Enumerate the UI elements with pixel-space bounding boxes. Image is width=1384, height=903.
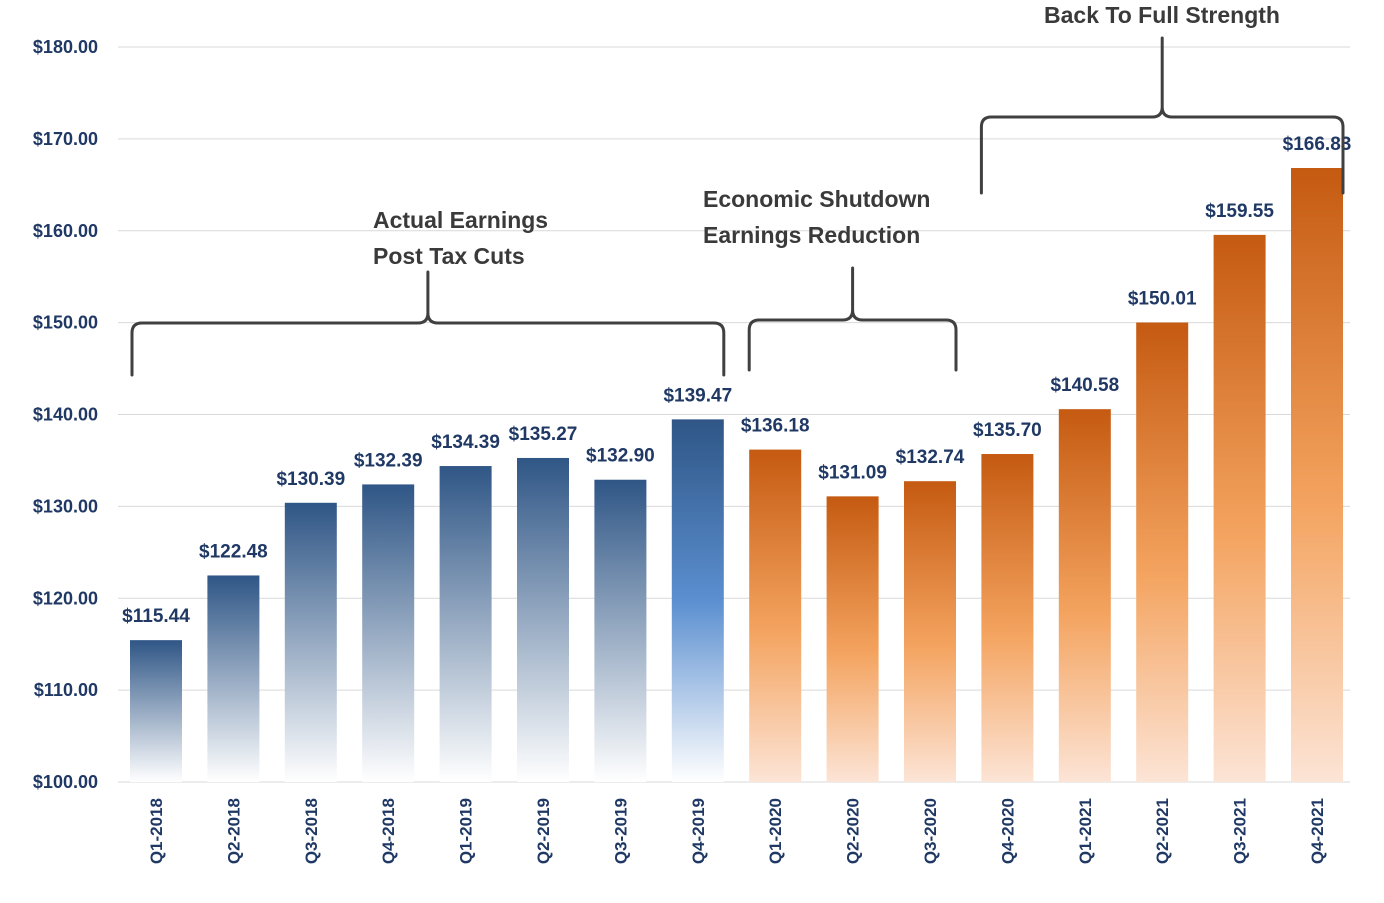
data-label: $140.58 [1050,375,1119,396]
bar-q4-2021 [1291,167,1343,782]
x-tick-label: Q1-2020 [766,798,785,864]
data-label: $131.09 [818,462,887,483]
bar-q2-2018 [207,575,260,782]
data-label: $136.18 [741,416,810,437]
x-tick-label: Q2-2020 [844,798,863,864]
data-label: $150.01 [1128,289,1197,310]
bar-q1-2019 [439,466,492,782]
bar-q1-2021 [1058,409,1111,782]
bar-q3-2020 [904,481,956,782]
y-tick-label: $120.00 [33,588,98,608]
data-label: $115.44 [122,606,190,627]
x-tick-label: Q4-2021 [1308,798,1327,864]
data-label: $132.39 [354,450,423,471]
x-tick-label: Q3-2019 [611,798,630,864]
annotation-label: Actual Earnings [373,207,548,233]
bar-q3-2018 [284,502,337,782]
y-axis-ticks: $100.00 $110.00 $120.00 $130.00 $140.00 $150.… [33,37,98,792]
x-axis-ticks: Q1-2018 Q2-2018 Q3-2018 Q4-2018 Q1-2019 Q2-20… [147,798,1327,864]
data-labels: $115.44 $122.48 $130.39 $132.39 $134.39 $135.… [122,134,1351,627]
bar-q1-2018 [130,640,182,782]
annotation-brace [979,36,1345,195]
annotation-label: Back To Full Strength [1044,2,1280,28]
y-tick-label: $180.00 [33,37,98,57]
annotations: Actual Earnings Post Tax Cuts Economic Shu… [130,2,1345,377]
data-label: $135.27 [509,424,578,445]
x-tick-label: Q3-2018 [302,798,321,864]
x-tick-label: Q2-2018 [224,798,243,864]
data-label: $159.55 [1205,201,1274,222]
bar-q4-2019 [671,419,724,782]
bar-q1-2020 [749,449,802,782]
bar-q3-2021 [1213,234,1266,782]
data-label: $134.39 [431,432,500,453]
data-label: $135.70 [973,420,1042,441]
annotation-brace [747,266,958,372]
y-tick-label: $130.00 [33,496,98,516]
x-tick-label: Q1-2019 [457,798,476,864]
y-tick-label: $160.00 [33,221,98,241]
y-tick-label: $150.00 [33,313,98,333]
x-tick-label: Q4-2019 [689,798,708,864]
bars [130,167,1343,782]
x-tick-label: Q1-2021 [1076,798,1095,864]
data-label: $132.90 [586,446,655,467]
data-label: $122.48 [199,541,268,562]
annotation-brace [130,270,726,377]
x-tick-label: Q4-2020 [998,798,1017,864]
x-tick-label: Q3-2020 [921,798,940,864]
data-label: $130.39 [276,469,345,490]
y-tick-label: $100.00 [33,772,98,792]
x-tick-label: Q4-2018 [379,798,398,864]
annotation-label: Earnings Reduction [703,222,920,248]
y-tick-label: $170.00 [33,129,98,149]
data-label: $139.47 [663,385,732,406]
annotation-label: Economic Shutdown [703,186,930,212]
data-label: $166.83 [1283,134,1352,155]
x-tick-label: Q3-2021 [1231,798,1250,864]
data-label: $132.74 [896,447,965,468]
x-tick-label: Q2-2021 [1153,798,1172,864]
y-tick-label: $140.00 [33,405,98,425]
bar-q4-2020 [981,454,1034,782]
y-tick-label: $110.00 [34,680,98,700]
bar-q2-2021 [1136,322,1189,782]
bar-q3-2019 [594,479,647,782]
bar-q4-2018 [362,484,415,782]
x-tick-label: Q2-2019 [534,798,553,864]
bar-q2-2019 [517,457,569,782]
x-tick-label: Q1-2018 [147,798,166,864]
annotation-label: Post Tax Cuts [373,243,525,269]
bar-q2-2020 [826,496,879,782]
